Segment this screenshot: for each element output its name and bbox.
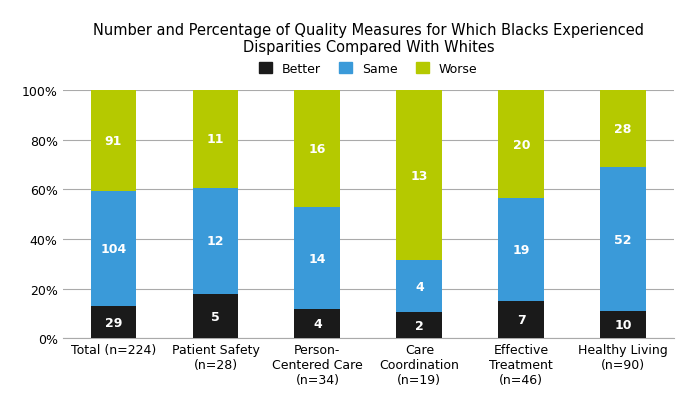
Bar xyxy=(295,91,341,207)
Text: 7: 7 xyxy=(517,313,525,326)
Bar xyxy=(600,168,646,311)
Text: 5: 5 xyxy=(211,310,220,323)
Text: 104: 104 xyxy=(100,242,126,256)
Bar xyxy=(396,91,442,261)
Text: 20: 20 xyxy=(512,138,530,151)
Bar xyxy=(600,91,646,168)
Title: Number and Percentage of Quality Measures for Which Blacks Experienced
Dispariti: Number and Percentage of Quality Measure… xyxy=(93,23,644,55)
Legend: Better, Same, Worse: Better, Same, Worse xyxy=(259,62,477,75)
Bar xyxy=(193,188,238,294)
Bar xyxy=(295,309,341,339)
Text: 12: 12 xyxy=(206,235,224,248)
Text: 13: 13 xyxy=(411,169,428,182)
Text: 29: 29 xyxy=(105,316,122,329)
Bar xyxy=(396,313,442,339)
Text: 4: 4 xyxy=(415,280,424,293)
Bar xyxy=(396,261,442,313)
Bar xyxy=(90,91,136,192)
Text: 11: 11 xyxy=(206,133,224,146)
Text: 10: 10 xyxy=(614,318,632,331)
Bar xyxy=(90,192,136,306)
Bar xyxy=(600,311,646,339)
Bar xyxy=(498,91,544,199)
Bar xyxy=(498,301,544,339)
Bar xyxy=(498,199,544,301)
Text: 52: 52 xyxy=(614,233,632,246)
Text: 2: 2 xyxy=(415,319,424,332)
Bar xyxy=(193,91,238,188)
Text: 91: 91 xyxy=(105,135,122,148)
Text: 16: 16 xyxy=(309,142,326,156)
Text: 28: 28 xyxy=(614,123,632,136)
Text: 14: 14 xyxy=(309,252,326,265)
Bar xyxy=(193,294,238,339)
Bar xyxy=(90,306,136,339)
Bar xyxy=(295,207,341,309)
Text: 4: 4 xyxy=(313,318,322,330)
Text: 19: 19 xyxy=(513,243,530,256)
